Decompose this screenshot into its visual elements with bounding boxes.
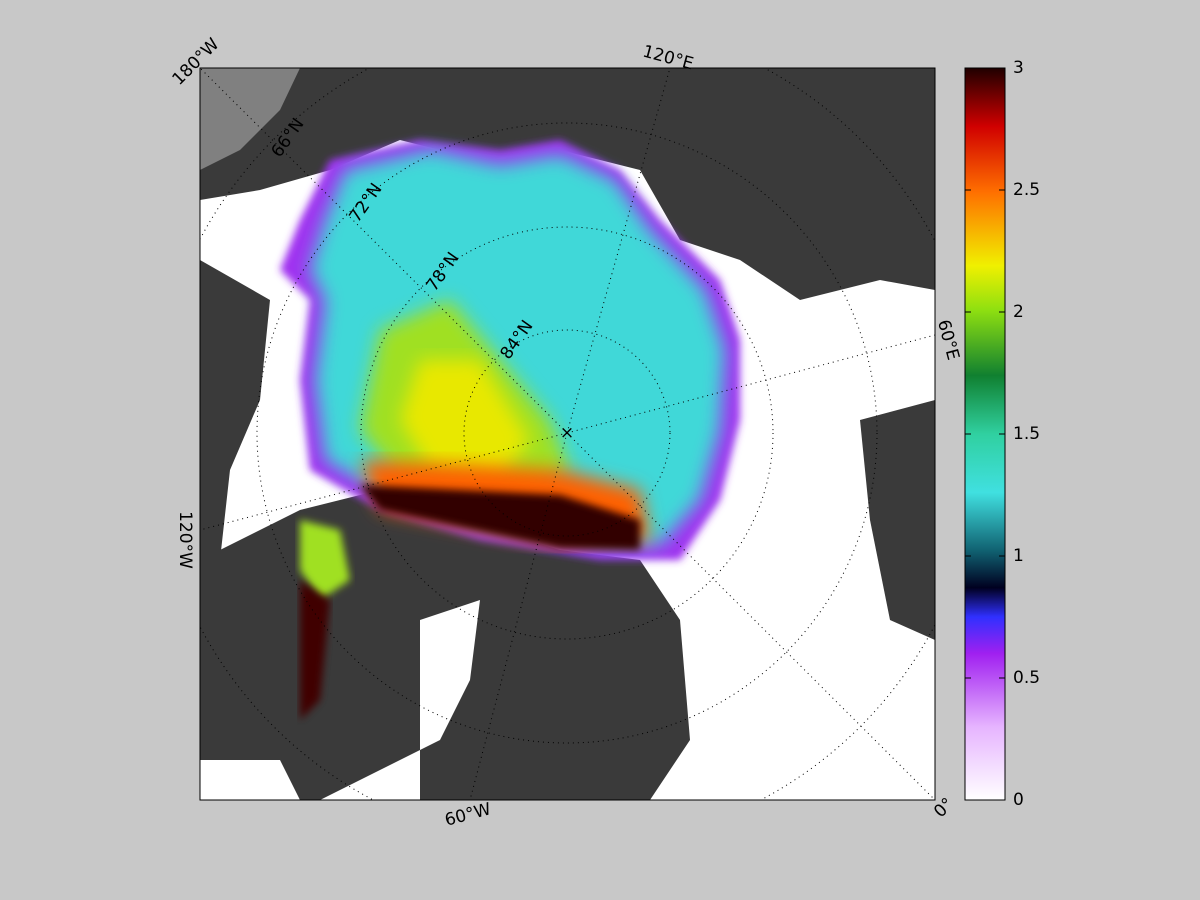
colorbar-tick-label: 3 xyxy=(1013,58,1024,78)
ocean xyxy=(200,760,300,800)
map-frame xyxy=(199,67,936,801)
no-data xyxy=(200,68,300,170)
land xyxy=(860,400,935,640)
land xyxy=(200,260,270,580)
ice xyxy=(360,485,640,550)
ice xyxy=(400,360,530,480)
colorbar-tick-label: 0.5 xyxy=(1013,668,1040,688)
ice xyxy=(300,520,350,600)
colorbar-tick-label: 0 xyxy=(1013,790,1024,810)
colorbar-tick-label: 1 xyxy=(1013,546,1024,566)
lon-label: 120°W xyxy=(175,511,195,569)
colorbar-tick-label: 2 xyxy=(1013,302,1024,322)
land xyxy=(200,68,935,300)
colorbar-tick-label: 1.5 xyxy=(1013,424,1040,444)
ice xyxy=(300,580,330,720)
colorbar-tick-label: 2.5 xyxy=(1013,180,1040,200)
lon-label: 60°E xyxy=(933,318,963,363)
lon-label: 60°W xyxy=(443,799,494,831)
pole-marker: × xyxy=(560,423,574,443)
map: × xyxy=(200,68,935,800)
ocean xyxy=(320,600,480,800)
graticule xyxy=(200,68,935,800)
colorbar-ticks: 0 0.5 1 1.5 2 2.5 3 xyxy=(965,58,1040,810)
colorbar xyxy=(964,67,1006,801)
